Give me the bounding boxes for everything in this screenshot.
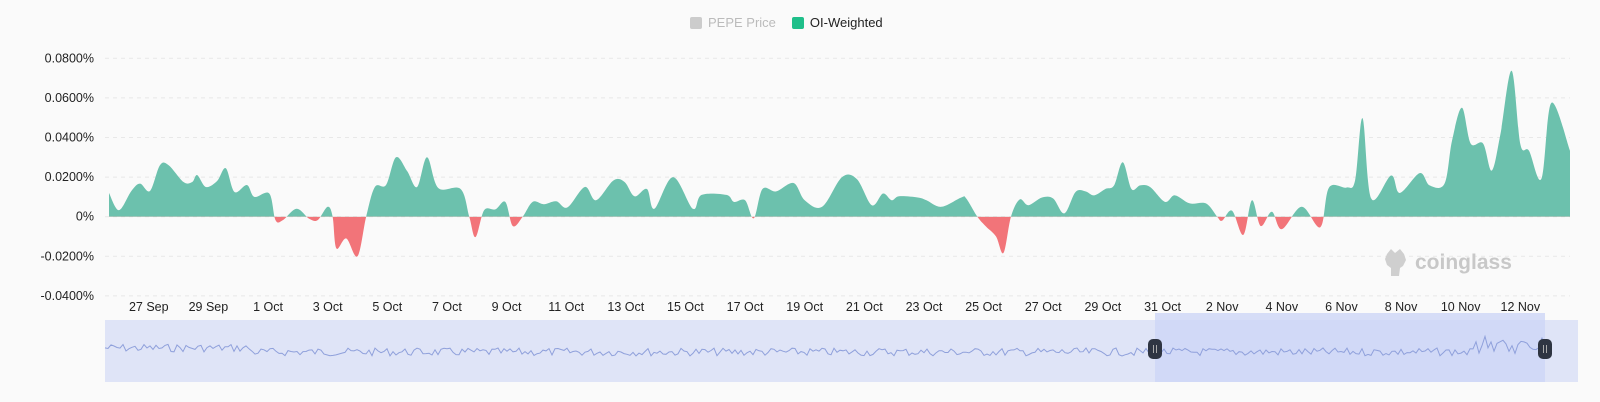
x-axis: 27 Sep 29 Sep 1 Oct 3 Oct 5 Oct 7 Oct 9 Oct 11 … (129, 300, 1541, 314)
y-tick-label: 0.0600% (45, 91, 94, 105)
x-tick-label: 29 Sep (189, 300, 229, 314)
navigator-left-handle[interactable] (1148, 339, 1162, 359)
negative-area (109, 216, 1570, 257)
navigator-right-handle[interactable] (1538, 339, 1552, 359)
watermark-text: coinglass (1415, 251, 1512, 274)
x-tick-label: 4 Nov (1265, 300, 1298, 314)
x-tick-label: 29 Oct (1084, 300, 1121, 314)
y-tick-label: 0.0400% (45, 131, 94, 145)
navigator-selected-range (1155, 313, 1545, 382)
navigator[interactable] (104, 313, 1578, 382)
x-tick-label: 13 Oct (607, 300, 644, 314)
legend-label: PEPE Price (708, 15, 776, 30)
x-tick-label: 7 Oct (432, 300, 462, 314)
y-tick-label: 0.0200% (45, 170, 94, 184)
x-tick-label: 5 Oct (372, 300, 402, 314)
legend-item-oi-weighted[interactable]: OI-Weighted (791, 15, 883, 30)
x-tick-label: 19 Oct (786, 300, 823, 314)
x-tick-label: 17 Oct (727, 300, 764, 314)
x-tick-label: 8 Nov (1385, 300, 1418, 314)
y-axis: 0.0800% 0.0600% 0.0400% 0.0200% 0% -0.0200% -0… (40, 51, 94, 303)
legend-label: OI-Weighted (809, 15, 883, 30)
positive-area (109, 70, 1570, 217)
coinglass-logo-icon (1385, 249, 1406, 276)
legend-swatch-icon (690, 16, 702, 29)
x-tick-label: 31 Oct (1144, 300, 1181, 314)
x-tick-label: 2 Nov (1206, 300, 1239, 314)
grid-lines (105, 57, 1570, 297)
x-tick-label: 1 Oct (253, 300, 283, 314)
x-tick-label: 25 Oct (965, 300, 1002, 314)
x-tick-label: 21 Oct (846, 300, 883, 314)
x-tick-label: 27 Sep (129, 300, 169, 314)
x-tick-label: 27 Oct (1025, 300, 1062, 314)
x-tick-label: 6 Nov (1325, 300, 1358, 314)
y-tick-label: 0% (76, 210, 94, 224)
watermark: coinglass (1383, 248, 1512, 278)
navigator-line (104, 334, 1546, 357)
x-tick-label: 15 Oct (667, 300, 704, 314)
x-tick-label: 9 Oct (492, 300, 522, 314)
legend: PEPE Price OI-Weighted (690, 15, 883, 30)
y-tick-label: 0.0800% (45, 51, 94, 65)
x-tick-label: 23 Oct (906, 300, 943, 314)
legend-swatch-icon (791, 16, 804, 29)
x-tick-label: 12 Nov (1501, 300, 1541, 314)
legend-item-pepe-price[interactable]: PEPE Price (690, 15, 776, 30)
x-tick-label: 10 Nov (1441, 300, 1481, 314)
y-tick-label: -0.0400% (40, 289, 94, 303)
x-tick-label: 3 Oct (313, 300, 343, 314)
y-tick-label: -0.0200% (40, 249, 94, 263)
x-tick-label: 11 Oct (548, 300, 584, 314)
